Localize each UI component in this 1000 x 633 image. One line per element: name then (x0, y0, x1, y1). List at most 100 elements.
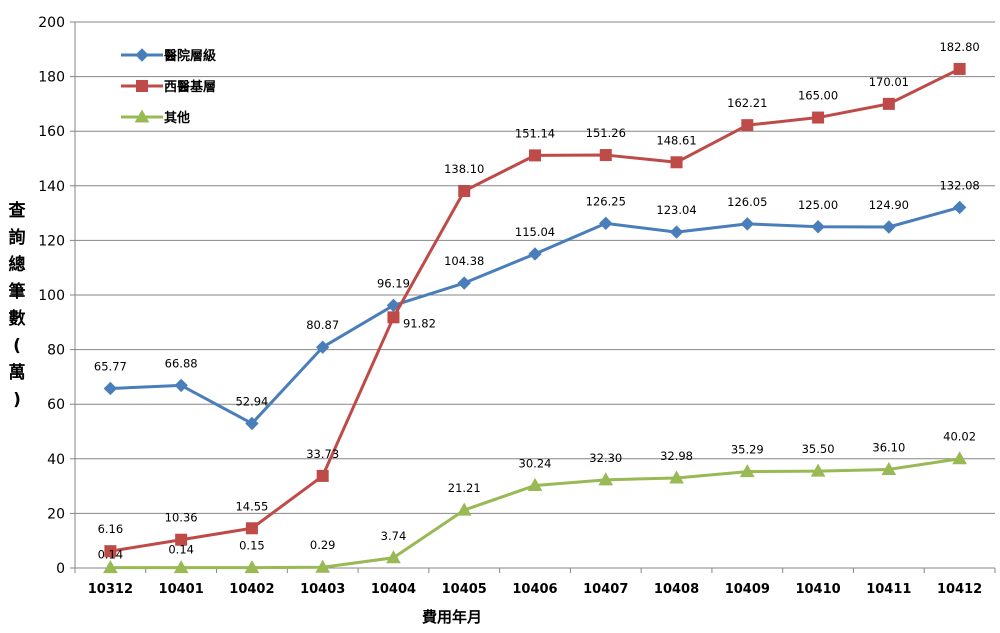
data-point-0 (952, 200, 967, 215)
data-point-2 (669, 470, 684, 484)
data-label-1: 170.01 (869, 75, 909, 89)
series-line-0 (110, 205, 961, 425)
data-point-1 (104, 545, 117, 558)
data-label-2: 32.30 (589, 451, 622, 465)
data-label-0: 125.00 (798, 198, 838, 212)
data-point-1 (245, 522, 258, 535)
x-tick-label: 10404 (371, 582, 416, 597)
data-label-1: 138.10 (444, 162, 484, 176)
y-tick-label: 60 (47, 397, 65, 413)
data-point-0 (103, 381, 118, 396)
x-tick-label: 10403 (300, 582, 345, 597)
y-axis-ticks: 0 20 40 60 80 100 120 140 160 180 200 (38, 15, 75, 577)
data-point-2 (952, 451, 967, 465)
data-point-0 (669, 225, 684, 239)
data-labels: 65.77 66.88 52.94 80.87 96.19 104.38 115.04 126… (94, 40, 980, 562)
legend-label-1: 西醫基層 (164, 79, 216, 95)
legend-marker-0 (135, 48, 149, 62)
data-label-0: 115.04 (515, 225, 555, 239)
data-label-0: 132.08 (939, 178, 979, 192)
data-point-1 (387, 311, 400, 324)
data-label-2: 3.74 (381, 529, 407, 543)
data-point-1 (316, 469, 329, 482)
x-tick-label: 10409 (725, 582, 770, 597)
data-label-1: 14.55 (235, 499, 268, 513)
data-label-0: 52.94 (235, 394, 268, 408)
x-tick-label: 10401 (159, 582, 204, 597)
data-point-2 (244, 560, 260, 574)
gridlines (75, 21, 995, 514)
data-point-1 (175, 533, 188, 546)
data-point-0 (599, 216, 613, 231)
data-point-0 (245, 416, 259, 431)
data-point-0 (315, 340, 330, 354)
y-tick-label: 80 (47, 343, 65, 359)
data-point-0 (457, 276, 471, 290)
data-label-0: 66.88 (165, 356, 198, 370)
legend-marker-2 (134, 109, 150, 123)
data-label-2: 40.02 (943, 430, 976, 444)
data-point-2 (527, 477, 543, 491)
data-label-2: 32.98 (660, 449, 693, 463)
x-axis-title: 費用年月 (422, 608, 482, 626)
data-label-2: 0.14 (98, 548, 124, 562)
legend-label-0: 醫院層級 (164, 48, 216, 64)
data-label-2: 35.50 (802, 442, 835, 456)
data-point-0 (811, 220, 825, 234)
data-point-0 (740, 217, 755, 231)
data-label-2: 35.29 (731, 443, 764, 457)
data-point-1 (599, 149, 612, 162)
data-label-1: 162.21 (727, 96, 767, 110)
data-point-1 (812, 111, 825, 124)
data-point-1 (670, 156, 683, 169)
x-axis-ticks: 10312 10401 10402 10403 10404 10405 10406 10407… (74, 568, 996, 597)
series-group (103, 62, 967, 574)
y-tick-label: 100 (38, 288, 65, 304)
y-tick-label: 120 (38, 233, 65, 249)
x-tick-label: 10407 (583, 582, 628, 597)
x-tick-label: 10411 (866, 582, 911, 597)
data-label-0: 65.77 (94, 359, 127, 373)
legend-marker-1 (136, 80, 148, 92)
data-label-0: 126.25 (586, 194, 626, 208)
data-point-2 (173, 560, 189, 574)
data-point-2 (810, 463, 826, 477)
data-point-1 (458, 184, 471, 197)
data-point-2 (739, 464, 755, 478)
y-tick-label: 200 (38, 15, 65, 31)
data-point-2 (315, 559, 331, 573)
data-label-1: 91.82 (403, 316, 436, 330)
y-tick-label: 40 (47, 452, 65, 468)
data-point-2 (456, 502, 472, 516)
data-label-2: 0.15 (239, 539, 265, 553)
data-label-2: 30.24 (519, 456, 552, 470)
data-label-1: 151.14 (515, 126, 555, 140)
data-label-1: 148.61 (656, 133, 696, 147)
data-point-0 (174, 378, 188, 393)
data-point-2 (386, 550, 401, 564)
data-label-0: 124.90 (869, 198, 909, 212)
data-label-2: 21.21 (448, 481, 481, 495)
x-tick-label: 10410 (795, 582, 840, 597)
data-point-0 (528, 247, 542, 261)
legend-label-2: 其他 (164, 110, 190, 126)
x-tick-label: 10408 (654, 582, 699, 597)
data-point-1 (529, 149, 541, 162)
data-point-1 (882, 97, 895, 110)
x-tick-label: 10406 (512, 582, 557, 597)
y-tick-label: 180 (38, 70, 65, 86)
data-label-1: 10.36 (165, 511, 198, 525)
x-tick-label: 10405 (442, 582, 487, 597)
data-label-1: 182.80 (939, 40, 979, 54)
y-axis-title: 查 詢 總 筆 數 ( 萬 ) (8, 201, 26, 410)
data-label-1: 6.16 (98, 522, 124, 536)
data-label-0: 123.04 (656, 203, 696, 217)
data-label-0: 126.05 (727, 195, 767, 209)
data-label-2: 0.29 (310, 538, 336, 552)
data-label-1: 33.73 (306, 447, 339, 461)
y-tick-label: 140 (38, 179, 65, 195)
data-label-0: 104.38 (444, 254, 484, 268)
x-tick-label: 10312 (88, 582, 133, 597)
